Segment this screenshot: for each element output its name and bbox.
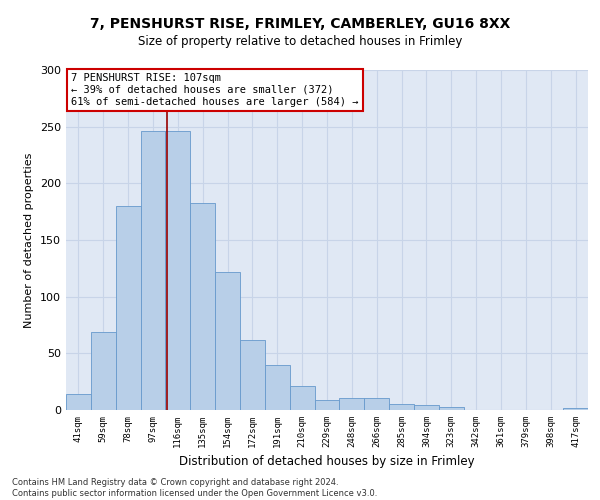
Bar (563, 408, 588, 410)
Text: 7 PENSHURST RISE: 107sqm
← 39% of detached houses are smaller (372)
61% of semi-: 7 PENSHURST RISE: 107sqm ← 39% of detach… (71, 74, 359, 106)
Text: Contains HM Land Registry data © Crown copyright and database right 2024.
Contai: Contains HM Land Registry data © Crown c… (12, 478, 377, 498)
Bar (439, 406, 464, 410)
Bar (190, 202, 215, 410)
Bar (91, 332, 116, 410)
Text: 7, PENSHURST RISE, FRIMLEY, CAMBERLEY, GU16 8XX: 7, PENSHURST RISE, FRIMLEY, CAMBERLEY, G… (90, 18, 510, 32)
Bar (290, 386, 314, 410)
Bar (116, 206, 140, 410)
Bar (414, 406, 439, 410)
Bar (66, 394, 91, 410)
Bar (389, 404, 414, 410)
Y-axis label: Number of detached properties: Number of detached properties (25, 152, 34, 328)
Bar (215, 272, 240, 410)
Bar (166, 131, 190, 410)
Text: Size of property relative to detached houses in Frimley: Size of property relative to detached ho… (138, 35, 462, 48)
X-axis label: Distribution of detached houses by size in Frimley: Distribution of detached houses by size … (179, 456, 475, 468)
Bar (340, 398, 364, 410)
Bar (140, 131, 166, 410)
Bar (364, 398, 389, 410)
Bar (240, 340, 265, 410)
Bar (265, 364, 290, 410)
Bar (314, 400, 340, 410)
